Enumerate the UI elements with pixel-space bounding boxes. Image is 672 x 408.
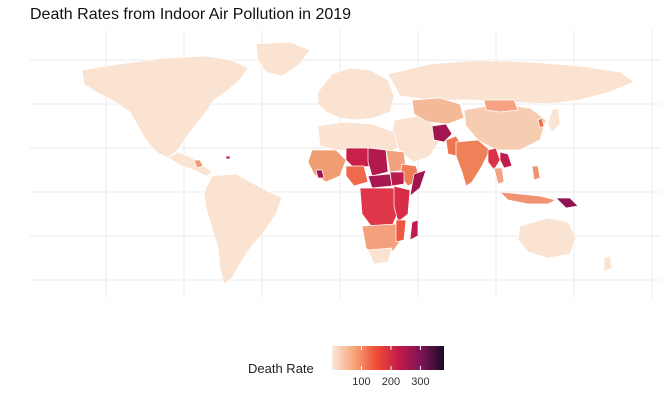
region-australia [517,217,577,259]
region-europe [317,67,395,121]
region-madagascar [409,219,419,241]
region-south-sudan [389,171,405,187]
region-india [455,139,491,187]
region-south-africa [367,247,393,265]
region-somalia [409,169,427,197]
region-papua-new-guinea [555,197,579,209]
region-russia [387,59,635,105]
region-afghanistan [431,123,453,143]
region-japan [547,107,561,133]
region-sierra-leone [315,169,325,179]
legend-tick-label: 100 [352,376,371,388]
region-laos [499,151,513,169]
region-philippines [531,165,541,181]
legend-tick-label: 200 [381,376,401,388]
legend-tick-label: 300 [411,376,430,388]
region-chad [367,147,389,177]
region-new-zealand [603,255,613,273]
region-central-america [167,151,213,177]
land [81,41,635,285]
region-south-america [203,173,283,285]
region-indonesia [499,191,557,205]
region-mozambique [395,219,407,243]
legend-title: Death Rate [248,361,314,376]
region-thailand [493,167,505,185]
map-title: Death Rates from Indoor Air Pollution in… [30,6,352,23]
region-nigeria [345,165,369,187]
legend-colorbar [332,346,444,370]
region-central-asia [411,97,465,125]
region-myanmar [487,147,501,171]
region-east-africa [393,185,411,223]
region-korea [537,117,545,129]
region-mongolia [483,99,519,113]
region-greenland [255,41,311,77]
region-haiti [225,155,231,160]
region-guatemala [193,159,204,169]
region-north-america [81,55,249,159]
region-central-african-republic [367,173,393,189]
